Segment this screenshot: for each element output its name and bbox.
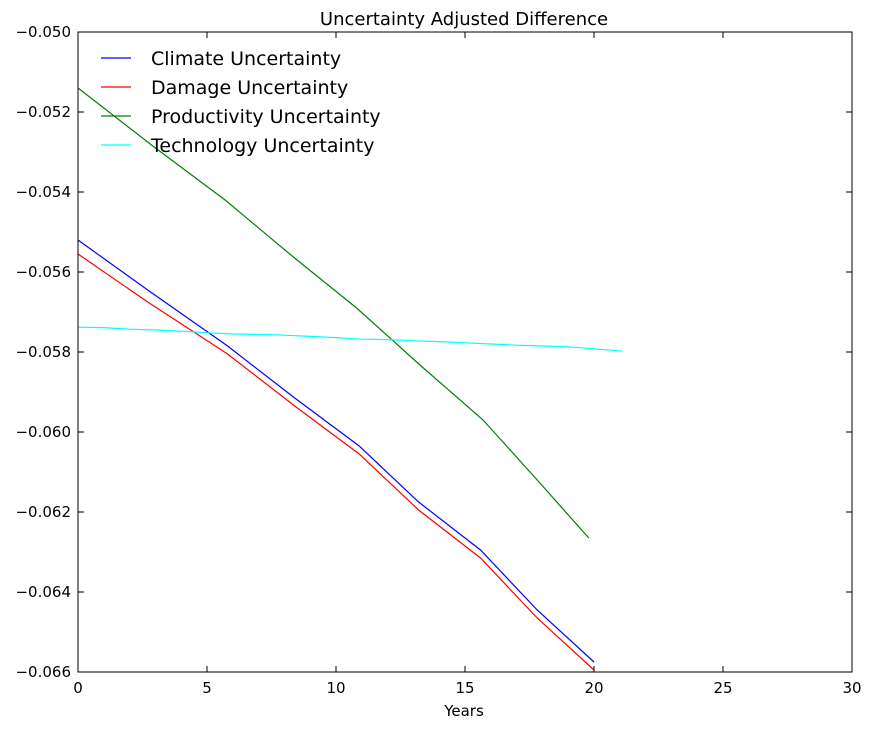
x-tick-label: 30 xyxy=(842,679,861,697)
chart-title: Uncertainty Adjusted Difference xyxy=(320,9,608,30)
series-layer xyxy=(77,87,623,671)
y-tick-label: −0.054 xyxy=(15,183,71,201)
series-line-productivity-uncertainty xyxy=(77,87,590,539)
series-line-damage-uncertainty xyxy=(77,253,595,671)
x-tick-label: 10 xyxy=(326,679,345,697)
x-tick-label: 20 xyxy=(584,679,603,697)
x-tick-label: 25 xyxy=(713,679,732,697)
legend-label-damage-uncertainty: Damage Uncertainty xyxy=(151,77,348,99)
legend-label-productivity-uncertainty: Productivity Uncertainty xyxy=(151,106,381,128)
y-tick-label: −0.050 xyxy=(15,23,71,41)
y-tick-label: −0.052 xyxy=(15,103,71,121)
x-tick-label: 15 xyxy=(455,679,474,697)
x-tick-label: 5 xyxy=(202,679,212,697)
series-line-technology-uncertainty xyxy=(77,326,623,352)
x-tick-label: 0 xyxy=(73,679,83,697)
series-line-climate-uncertainty xyxy=(77,239,595,663)
legend-label-climate-uncertainty: Climate Uncertainty xyxy=(151,48,341,70)
y-tick-label: −0.062 xyxy=(15,503,71,521)
ticks-layer: 0 5 10 15 20 25 30 −0.050 −0.052 −0.054 −0.056 −0.0… xyxy=(15,23,861,697)
y-tick-label: −0.058 xyxy=(15,343,71,361)
y-tick-label: −0.064 xyxy=(15,583,71,601)
y-tick-label: −0.066 xyxy=(15,663,71,681)
y-tick-label: −0.056 xyxy=(15,263,71,281)
legend: Climate Uncertainty Damage Uncertainty Pro… xyxy=(101,48,381,157)
legend-label-technology-uncertainty: Technology Uncertainty xyxy=(150,135,374,157)
y-tick-label: −0.060 xyxy=(15,423,71,441)
x-axis-label: Years xyxy=(443,702,484,720)
plot-frame xyxy=(77,31,853,673)
